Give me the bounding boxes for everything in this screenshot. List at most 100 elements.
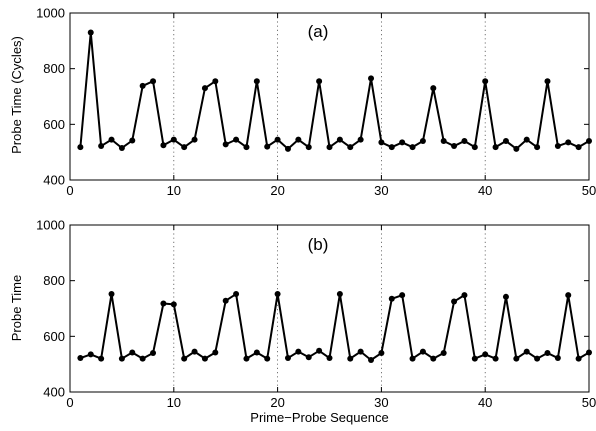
panel-b: 0 10 20 30 40 50 400 600 800 1000 Probe Time Prime−… — [9, 218, 596, 426]
y-axis-label: Probe Time (Cycles) — [9, 36, 24, 154]
data-point — [513, 355, 520, 362]
axes-box — [69, 224, 590, 393]
data-point — [129, 349, 136, 356]
data-point — [554, 143, 561, 150]
x-tick-label: 40 — [478, 395, 492, 410]
series-line — [80, 293, 590, 361]
data-point — [264, 355, 271, 362]
x-tick-label: 30 — [374, 395, 388, 410]
data-point — [87, 351, 94, 358]
data-point — [430, 355, 437, 362]
data-point — [139, 355, 146, 362]
data-point — [264, 143, 271, 150]
data-point — [129, 137, 136, 144]
data-point — [170, 136, 177, 143]
x-tick-label: 10 — [167, 395, 181, 410]
data-point — [253, 78, 260, 85]
data-point — [368, 75, 375, 82]
x-axis-label: Prime−Probe Sequence — [250, 410, 388, 425]
data-point — [461, 138, 468, 145]
data-point — [451, 298, 458, 305]
data-point — [98, 143, 105, 150]
data-point — [347, 355, 354, 362]
data-point — [575, 144, 582, 151]
data-point — [388, 295, 395, 302]
y-tick-label: 600 — [43, 329, 65, 344]
data-point — [565, 139, 572, 146]
data-point — [368, 356, 375, 363]
data-point — [357, 136, 364, 143]
data-point — [336, 136, 343, 143]
data-point — [326, 355, 333, 362]
data-point — [378, 350, 385, 357]
data-point — [212, 78, 219, 85]
y-tick-label: 600 — [43, 117, 65, 132]
data-point — [575, 355, 582, 362]
data-point — [77, 144, 84, 151]
data-point — [316, 78, 323, 85]
data-point — [534, 144, 541, 151]
y-tick-label: 1000 — [36, 6, 65, 21]
data-point — [586, 138, 592, 145]
x-tick-label: 30 — [374, 183, 388, 198]
data-point — [357, 348, 364, 355]
data-point — [471, 355, 478, 362]
data-point — [191, 136, 198, 143]
data-point — [118, 355, 125, 362]
data-point — [451, 143, 458, 150]
data-point — [108, 291, 115, 298]
data-point — [305, 354, 312, 361]
data-point — [222, 141, 229, 148]
data-point — [336, 291, 343, 298]
y-tick-label: 800 — [43, 61, 65, 76]
panel-label: (a) — [308, 22, 329, 41]
data-point — [284, 355, 291, 362]
data-point — [388, 144, 395, 151]
data-point — [222, 297, 229, 304]
data-point — [347, 144, 354, 151]
data-point — [243, 144, 250, 151]
data-point — [233, 291, 240, 298]
y-tick-label: 400 — [43, 385, 65, 400]
data-point — [201, 355, 208, 362]
x-tick-label: 20 — [270, 183, 284, 198]
data-point — [586, 349, 592, 356]
data-point — [378, 139, 385, 146]
data-point — [243, 355, 250, 362]
data-point — [201, 85, 208, 92]
data-point — [150, 350, 157, 357]
data-point — [523, 348, 530, 355]
data-point — [160, 142, 167, 149]
data-point — [399, 292, 406, 299]
x-tick-label: 40 — [478, 183, 492, 198]
x-tick-label: 20 — [270, 395, 284, 410]
data-point — [492, 144, 499, 151]
data-point — [565, 292, 572, 299]
data-point — [139, 82, 146, 89]
data-point — [534, 355, 541, 362]
x-tick-label: 0 — [66, 183, 73, 198]
axes-box — [69, 12, 590, 181]
x-tick-label: 10 — [167, 183, 181, 198]
panel-label: (b) — [308, 235, 329, 254]
x-tick-label: 50 — [582, 183, 596, 198]
data-point — [461, 292, 468, 299]
data-point — [108, 136, 115, 143]
series-line — [79, 31, 590, 150]
data-point — [274, 136, 281, 143]
data-point — [170, 301, 177, 308]
data-point — [440, 138, 447, 145]
data-point — [409, 355, 416, 362]
data-point — [419, 138, 426, 145]
data-point — [399, 139, 406, 146]
data-point — [492, 355, 499, 362]
data-point — [233, 136, 240, 143]
data-point — [191, 348, 198, 355]
data-point — [409, 144, 416, 151]
data-point — [87, 29, 94, 36]
panel-a: 0 10 20 30 40 50 400 600 800 1000 Probe Time (Cycl… — [9, 6, 596, 199]
data-point — [544, 78, 551, 85]
data-point — [160, 300, 167, 307]
data-point — [77, 355, 84, 362]
